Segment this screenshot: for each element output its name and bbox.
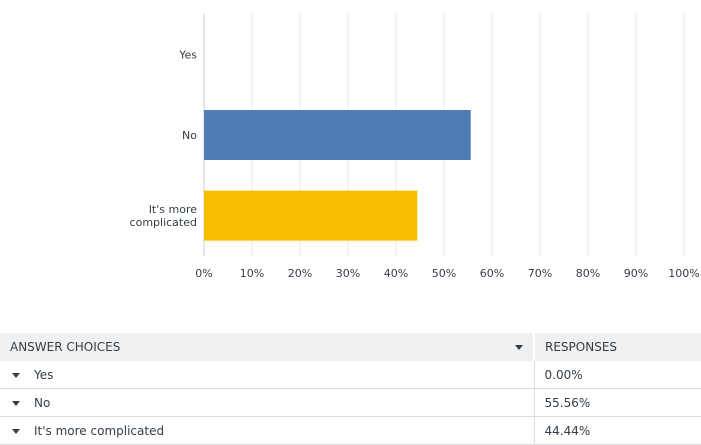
column-header-responses: RESPONSES (534, 333, 701, 361)
chevron-down-icon[interactable] (12, 400, 20, 406)
answer-choice-cell: No (0, 388, 534, 417)
response-percent: 55.56% (533, 388, 701, 417)
x-tick-label: 10% (240, 267, 264, 280)
response-percent: 0.00% (533, 361, 701, 389)
bar-chart: 0% 10% 20% 30% 40% 50% 60% 70% 80% 90% 100% Yes No It… (130, 14, 700, 280)
x-tick-label: 20% (288, 267, 312, 280)
chevron-down-icon[interactable] (12, 428, 20, 434)
answer-choice-label: It's more complicated (34, 423, 165, 438)
response-percent: 44.44% (533, 416, 701, 445)
results-table: ANSWER CHOICES RESPONSES Yes 0.00% No 55.56… (0, 333, 701, 445)
category-label: No (182, 129, 197, 142)
table-row[interactable]: Yes 0.00% (0, 361, 701, 389)
table-row[interactable]: It's more complicated 44.44% (0, 416, 701, 445)
bar (204, 190, 418, 241)
x-tick-label: 90% (624, 267, 648, 280)
chevron-down-icon[interactable] (12, 372, 20, 378)
column-header-answer-choices[interactable]: ANSWER CHOICES (0, 333, 535, 361)
x-tick-label: 30% (336, 267, 360, 280)
answer-choice-cell: Yes (0, 361, 534, 389)
x-tick-label: 0% (195, 267, 212, 280)
x-tick-label: 50% (432, 267, 456, 280)
table-row[interactable]: No 55.56% (0, 388, 701, 417)
x-tick-label: 80% (576, 267, 600, 280)
answer-choice-label: No (34, 395, 51, 410)
x-tick-label: 60% (480, 267, 504, 280)
x-tick-label: 100% (668, 267, 699, 280)
answer-choice-cell: It's more complicated (0, 416, 534, 445)
table-header-row: ANSWER CHOICES RESPONSES (0, 333, 701, 361)
column-header-label: ANSWER CHOICES (10, 340, 121, 354)
category-label: It's more complicated (130, 203, 198, 229)
answer-choice-label: Yes (34, 367, 54, 382)
category-label: Yes (178, 48, 197, 61)
chevron-down-icon[interactable] (515, 345, 523, 350)
x-tick-label: 70% (528, 267, 552, 280)
x-tick-label: 40% (384, 267, 408, 280)
bar (204, 110, 471, 160)
